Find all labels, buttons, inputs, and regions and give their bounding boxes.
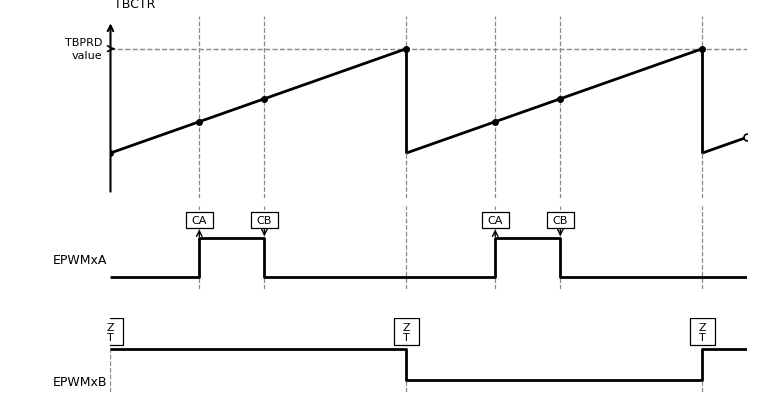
FancyBboxPatch shape <box>394 319 419 345</box>
Text: CB: CB <box>257 215 272 225</box>
FancyBboxPatch shape <box>251 212 278 228</box>
Text: Z: Z <box>107 322 114 332</box>
Text: CA: CA <box>191 215 207 225</box>
FancyBboxPatch shape <box>98 319 123 345</box>
FancyBboxPatch shape <box>482 212 509 228</box>
Text: CA: CA <box>488 215 503 225</box>
Text: CB: CB <box>552 215 568 225</box>
Text: TBCTR: TBCTR <box>114 0 155 11</box>
FancyBboxPatch shape <box>186 212 213 228</box>
FancyBboxPatch shape <box>690 319 715 345</box>
Text: EPWMxA: EPWMxA <box>53 254 107 267</box>
Text: Z: Z <box>699 322 706 332</box>
Text: T: T <box>403 332 410 342</box>
Text: T: T <box>699 332 706 342</box>
Text: TBPRD
value: TBPRD value <box>65 38 102 61</box>
Text: T: T <box>107 332 114 342</box>
FancyBboxPatch shape <box>547 212 574 228</box>
Text: EPWMxB: EPWMxB <box>53 375 107 388</box>
Text: Z: Z <box>402 322 410 332</box>
